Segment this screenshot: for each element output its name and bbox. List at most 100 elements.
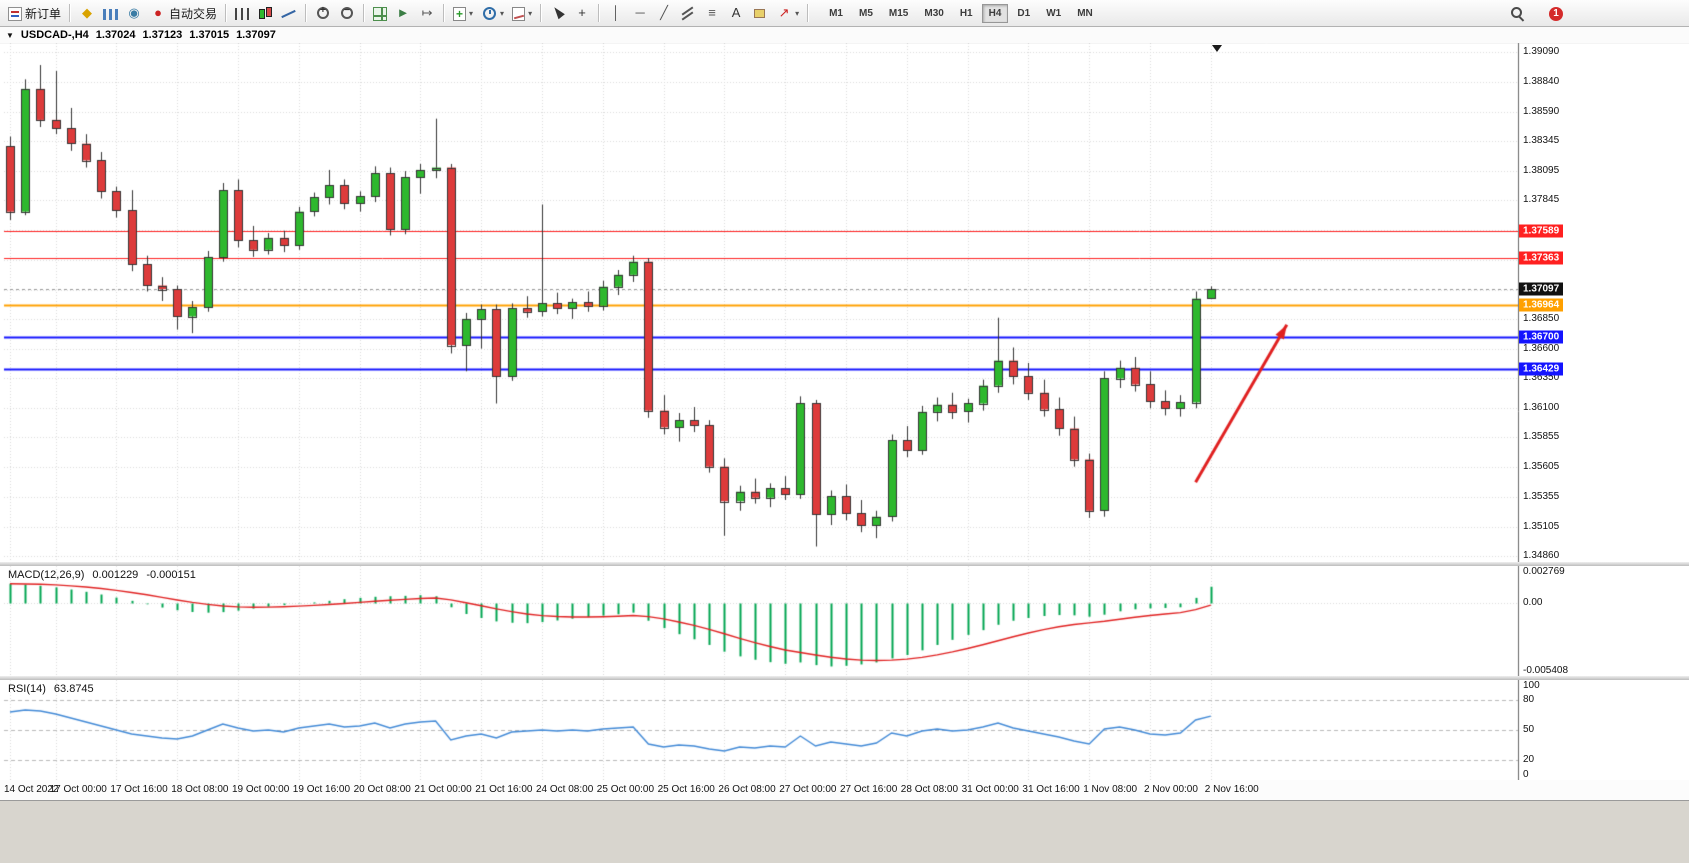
- time-axis-tick: 17 Oct 16:00: [110, 784, 168, 795]
- pane-splitter[interactable]: [0, 562, 1689, 566]
- timeframe-h1-button[interactable]: H1: [953, 4, 980, 23]
- time-axis: 14 Oct 2022 17 Oct 00:00 17 Oct 16:00 18 Oc…: [0, 780, 1689, 801]
- metaeditor-button[interactable]: ◆: [75, 2, 99, 24]
- timeframe-w1-button[interactable]: W1: [1039, 4, 1068, 23]
- price-axis-tick: 1.35355: [1523, 491, 1560, 503]
- chart-shift-button[interactable]: ↦: [415, 2, 439, 24]
- time-axis-tick: 14 Oct 2022: [4, 784, 59, 795]
- search-icon: [1509, 5, 1525, 21]
- macd-signal-value: -0.000151: [146, 569, 196, 581]
- chart-shift-marker-icon[interactable]: [1212, 45, 1222, 52]
- time-axis-tick: 18 Oct 08:00: [171, 784, 229, 795]
- navigator-button[interactable]: ◉: [122, 2, 146, 24]
- price-axis-tick: 1.35105: [1523, 520, 1560, 532]
- label-button[interactable]: [748, 2, 772, 24]
- toolbar-separator: [363, 4, 366, 22]
- time-axis-tick: 17 Oct 00:00: [49, 784, 107, 795]
- zoom-out-button[interactable]: [335, 2, 359, 24]
- notifications-button[interactable]: 1: [1545, 2, 1567, 24]
- current-price-badge: 1.37097: [1519, 282, 1564, 296]
- timeframe-d1-button[interactable]: D1: [1010, 4, 1037, 23]
- price-axis-tick: 1.38840: [1523, 75, 1560, 87]
- time-axis-tick: 31 Oct 00:00: [961, 784, 1019, 795]
- price-line-badge[interactable]: 1.37363: [1519, 251, 1564, 265]
- time-axis-tick: 31 Oct 16:00: [1022, 784, 1080, 795]
- new-order-button-label: 新订单: [25, 6, 62, 21]
- macd-axis-tick: 0.00: [1523, 597, 1543, 609]
- status-bar: [0, 800, 1689, 863]
- new-chart-button[interactable]: ▾: [449, 2, 477, 24]
- time-axis-tick: 27 Oct 16:00: [840, 784, 898, 795]
- horizontal-line-button[interactable]: ─: [628, 2, 652, 24]
- new-order-button[interactable]: 新订单: [4, 2, 65, 24]
- symbol-menu-icon[interactable]: ▼: [6, 30, 14, 40]
- price-axis-tick: 1.35605: [1523, 461, 1560, 473]
- price-axis-tick: 1.36600: [1523, 342, 1560, 354]
- price-axis-tick: 1.36100: [1523, 402, 1560, 414]
- periods-button[interactable]: ▾: [477, 2, 508, 24]
- price-line-badge[interactable]: 1.36429: [1519, 362, 1564, 376]
- time-axis-tick: 19 Oct 16:00: [292, 784, 351, 795]
- fibonacci-icon: ≡: [708, 5, 716, 20]
- tile-windows-button[interactable]: [369, 2, 391, 24]
- toolbar-separator: [69, 4, 72, 22]
- cursor-button[interactable]: [546, 2, 570, 24]
- time-axis-tick: 2 Nov 16:00: [1204, 784, 1259, 795]
- timeframe-m30-button[interactable]: M30: [917, 4, 950, 23]
- timeframe-h4-button[interactable]: H4: [981, 3, 1009, 23]
- market-watch-button[interactable]: [99, 2, 122, 24]
- timeframe-m5-button[interactable]: M5: [852, 4, 880, 23]
- timeframe-m15-button[interactable]: M15: [882, 4, 915, 23]
- navigator-icon: ◉: [128, 5, 140, 20]
- vertical-line-icon: │: [612, 5, 621, 20]
- arrows-button[interactable]: ↗ ▾: [772, 2, 803, 24]
- price-line-badge[interactable]: 1.37589: [1519, 224, 1564, 238]
- time-axis-tick: 28 Oct 08:00: [900, 784, 959, 795]
- time-axis-tick: 20 Oct 08:00: [353, 784, 411, 795]
- toolbar: 新订单◆◉●自动交易►↦▾▾▾+│─╱≡A↗▾ M1M5M15M30H1H4D1…: [0, 0, 1689, 27]
- timeframe-m1-button[interactable]: M1: [822, 4, 850, 23]
- auto-scroll-button[interactable]: ►: [391, 2, 415, 24]
- line-chart-button[interactable]: [277, 2, 301, 24]
- rsi-axis-tick: 0: [1523, 769, 1529, 780]
- text-button[interactable]: A: [724, 2, 748, 24]
- autotrading-button[interactable]: ● 自动交易: [146, 2, 221, 24]
- rsi-name: RSI(14): [8, 683, 46, 695]
- search-button[interactable]: [1505, 2, 1529, 24]
- bar-chart-icon: [235, 8, 250, 20]
- price-axis-tick: 1.38095: [1523, 164, 1560, 176]
- fibonacci-button[interactable]: ≡: [700, 2, 724, 24]
- timeframe-switcher: M1 M5 M15 M30 H1 H4 D1 W1 MN: [821, 3, 1101, 23]
- ohlc-low: 1.37015: [189, 29, 230, 41]
- time-axis-tick: 21 Oct 16:00: [475, 784, 533, 795]
- new-order-icon: [8, 6, 22, 21]
- price-line-badge[interactable]: 1.36700: [1519, 330, 1564, 344]
- vertical-line-button[interactable]: │: [604, 2, 628, 24]
- toolbar-buttons: 新订单◆◉●自动交易►↦▾▾▾+│─╱≡A↗▾: [4, 2, 813, 24]
- channel-button[interactable]: [676, 2, 700, 24]
- auto-scroll-icon: ►: [396, 5, 410, 20]
- price-axis-tick: 1.39090: [1523, 45, 1560, 57]
- time-axis-tick: 27 Oct 00:00: [779, 784, 837, 795]
- chart-canvas[interactable]: [0, 0, 1689, 800]
- tile-windows-icon: [373, 6, 388, 21]
- bar-chart-button[interactable]: [231, 2, 253, 24]
- templates-button[interactable]: ▾: [508, 2, 536, 24]
- zoom-in-button[interactable]: [311, 2, 335, 24]
- macd-indicator-label: MACD(12,26,9) 0.001229 -0.000151: [8, 569, 204, 581]
- zoom-out-icon: [339, 3, 355, 21]
- price-line-badge[interactable]: 1.36964: [1519, 298, 1564, 312]
- crosshair-button[interactable]: +: [570, 2, 594, 24]
- price-axis-tick: 1.35855: [1523, 431, 1560, 443]
- pane-splitter[interactable]: [0, 676, 1689, 680]
- crosshair-icon: +: [578, 5, 586, 20]
- macd-main-value: 0.001229: [92, 569, 139, 581]
- chart-shift-icon: ↦: [421, 5, 433, 20]
- price-axis-tick: 1.37845: [1523, 194, 1560, 206]
- notification-icon: 1: [1549, 6, 1563, 21]
- timeframe-mn-button[interactable]: MN: [1070, 4, 1100, 23]
- macd-name: MACD(12,26,9): [8, 569, 85, 581]
- candlestick-button[interactable]: [253, 2, 277, 24]
- trendline-button[interactable]: ╱: [652, 2, 676, 24]
